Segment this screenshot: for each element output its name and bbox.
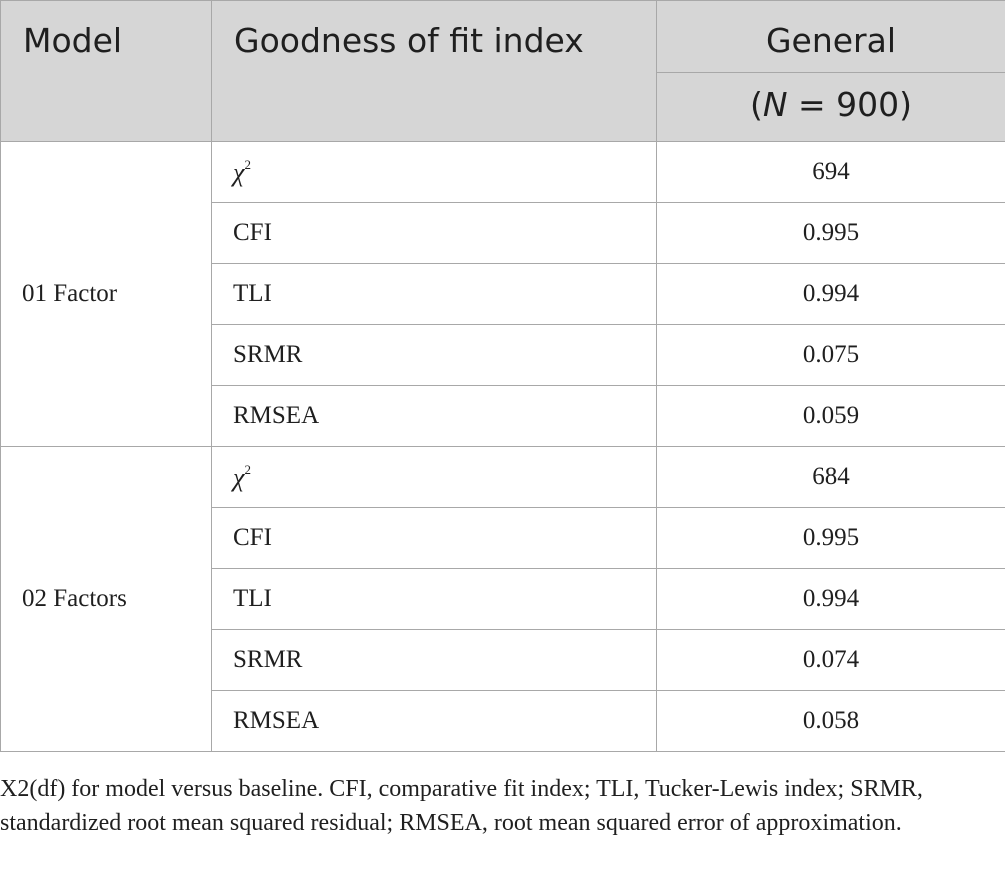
model-cell: 02 Factors bbox=[0, 446, 212, 752]
index-cell: SRMR bbox=[211, 324, 657, 386]
table-row: CFI 0.995 bbox=[1, 202, 1005, 264]
value-cell: 694 bbox=[656, 141, 1005, 203]
header-model: Model bbox=[0, 0, 212, 142]
header-sample-size: (N = 900) bbox=[656, 72, 1005, 142]
index-cell: CFI bbox=[211, 202, 657, 264]
index-cell: RMSEA bbox=[211, 385, 657, 447]
table-footnote: X2(df) for model versus baseline. CFI, c… bbox=[0, 776, 923, 836]
value-cell: 0.994 bbox=[656, 263, 1005, 325]
value-cell: 0.995 bbox=[656, 202, 1005, 264]
value-cell: 684 bbox=[656, 446, 1005, 508]
model-cell: 01 Factor bbox=[0, 141, 212, 447]
sample-n-symbol: N bbox=[762, 85, 788, 124]
index-cell: χ2 bbox=[211, 141, 657, 203]
chi-square-symbol: χ2 bbox=[233, 156, 251, 187]
table-row: SRMR 0.074 bbox=[1, 629, 1005, 691]
table-row: RMSEA 0.058 bbox=[1, 690, 1005, 752]
index-cell: TLI bbox=[211, 263, 657, 325]
value-cell: 0.059 bbox=[656, 385, 1005, 447]
value-cell: 0.074 bbox=[656, 629, 1005, 691]
index-cell: CFI bbox=[211, 507, 657, 569]
table-header: Model Goodness of fit index General (N =… bbox=[0, 0, 1005, 142]
table-body: 01 Factor χ2 694 CFI 0.995 TLI 0.994 SRM… bbox=[0, 141, 1005, 752]
fit-indices-table: Model Goodness of fit index General (N =… bbox=[0, 0, 1005, 752]
table-row: TLI 0.994 bbox=[1, 568, 1005, 630]
index-cell: χ2 bbox=[211, 446, 657, 508]
index-cell: TLI bbox=[211, 568, 657, 630]
header-general: General bbox=[656, 0, 1005, 73]
table-row: CFI 0.995 bbox=[1, 507, 1005, 569]
table-row: 01 Factor χ2 694 bbox=[0, 141, 1005, 447]
value-cell: 0.058 bbox=[656, 690, 1005, 752]
table-row: 02 Factors χ2 684 bbox=[0, 446, 1005, 752]
index-cell: RMSEA bbox=[211, 690, 657, 752]
value-cell: 0.995 bbox=[656, 507, 1005, 569]
header-goodness-of-fit-index: Goodness of fit index bbox=[211, 0, 657, 142]
index-cell: SRMR bbox=[211, 629, 657, 691]
chi-square-symbol: χ2 bbox=[233, 461, 251, 492]
value-cell: 0.994 bbox=[656, 568, 1005, 630]
value-cell: 0.075 bbox=[656, 324, 1005, 386]
